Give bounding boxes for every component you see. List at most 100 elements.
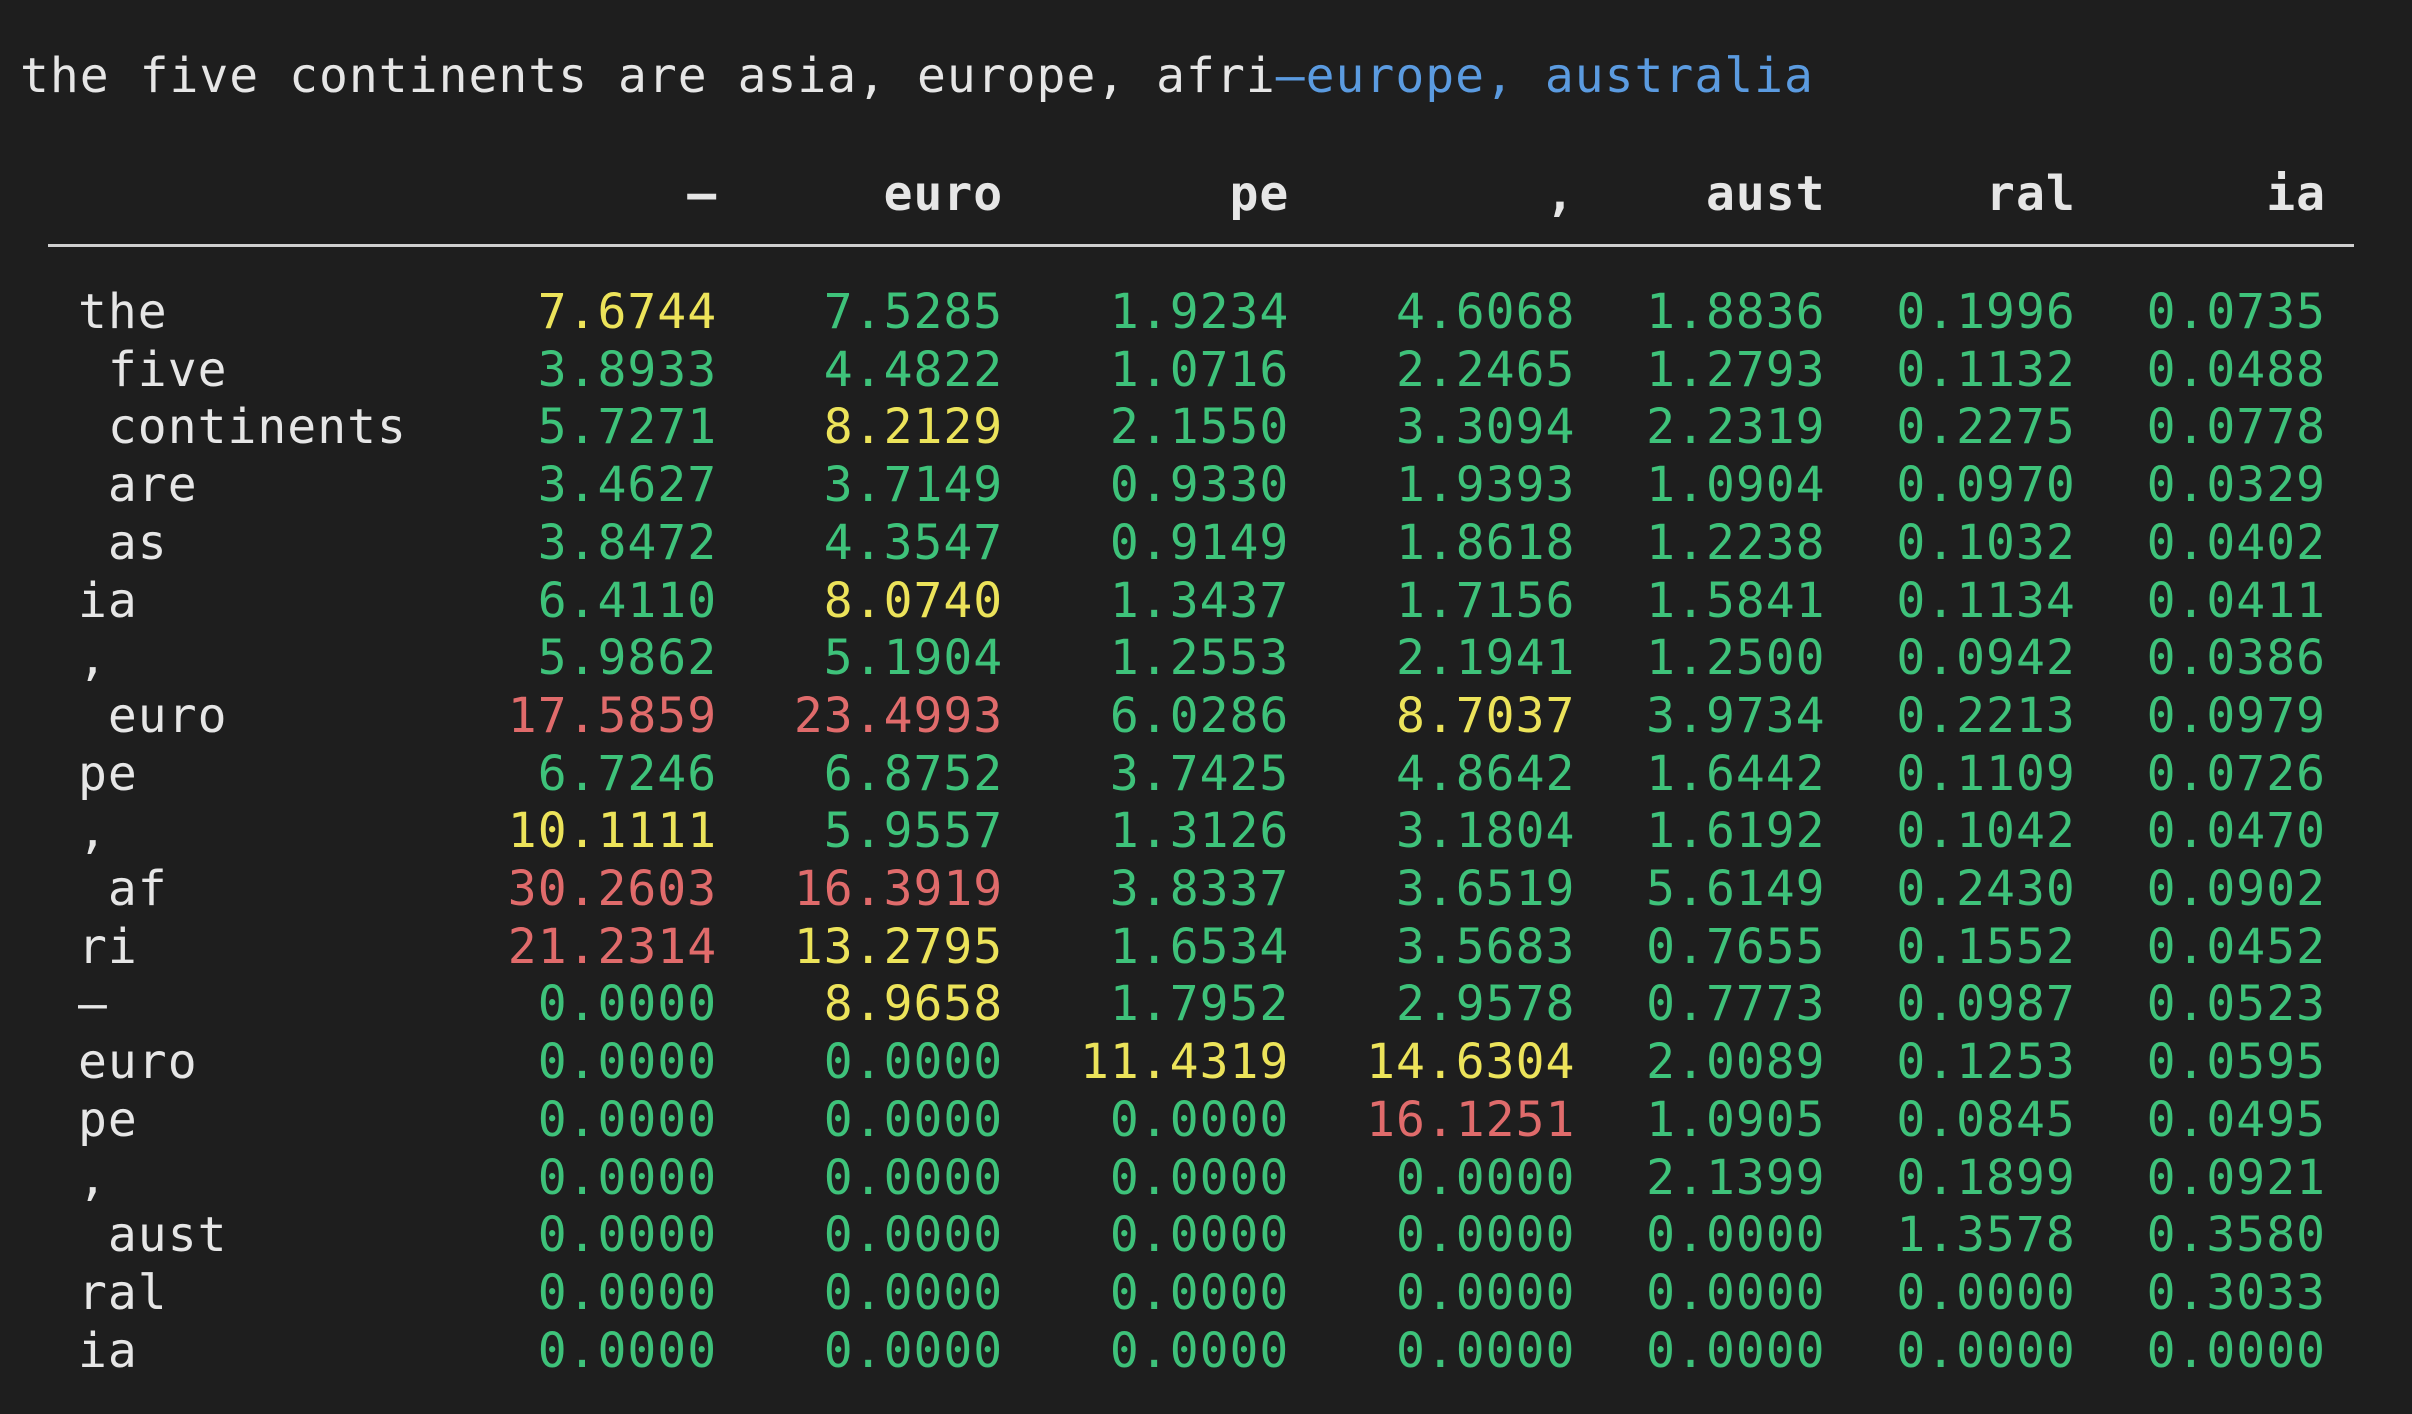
table-cell: 0.0000 <box>1109 1322 1290 1379</box>
row-token-label: are <box>78 457 198 514</box>
table-row: euro 17.5859 23.4993 6.0286 8.7037 3.9734 0.22… <box>48 688 2354 746</box>
table-cell: 8.9658 <box>823 976 1004 1033</box>
table-cell: 0.0000 <box>823 1207 1004 1264</box>
table-cell: 4.6068 <box>1395 284 1576 340</box>
row-token-label: , <box>78 630 108 687</box>
row-token-label: ral <box>78 1264 168 1321</box>
table-cell: 8.7037 <box>1395 687 1576 744</box>
table-cell: 0.0000 <box>1109 1264 1290 1321</box>
table-cell: 1.3578 <box>1896 1207 2076 1264</box>
table-cell: 0.0942 <box>1896 630 2076 687</box>
table-cell: 2.9578 <box>1395 976 1576 1033</box>
table-cell: 3.4627 <box>537 457 718 514</box>
table-cell: 0.0470 <box>2146 803 2326 860</box>
row-token-label: euro <box>78 687 228 744</box>
table-cell: 1.8836 <box>1646 284 1826 340</box>
table-cell: 2.1550 <box>1109 399 1290 456</box>
table-cell: 2.1941 <box>1395 630 1576 687</box>
table-cell: 11.4319 <box>1079 1034 1290 1091</box>
table-cell: 16.1251 <box>1366 1091 1576 1148</box>
table-cell: 0.7773 <box>1646 976 1826 1033</box>
header-divider <box>48 244 2354 247</box>
table-cell: 0.0000 <box>823 1149 1004 1206</box>
table-cell: 0.0000 <box>537 976 718 1033</box>
table-cell: 1.3126 <box>1109 803 1290 860</box>
row-token-label: continents <box>78 399 407 456</box>
row-token-label: the <box>78 284 168 340</box>
table-cell: 1.2793 <box>1646 341 1826 398</box>
table-cell: 0.1552 <box>1896 918 2076 975</box>
table-row: ia 0.0000 0.0000 0.0000 0.0000 0.0000 0.0000 0.… <box>48 1323 2354 1381</box>
column-header: — <box>687 166 718 222</box>
table-cell: 2.1399 <box>1646 1149 1826 1206</box>
table-cell: 1.6534 <box>1109 918 1290 975</box>
table-cell: 0.0000 <box>1395 1322 1576 1379</box>
table-cell: 0.9330 <box>1109 457 1290 514</box>
table-row: ral 0.0000 0.0000 0.0000 0.0000 0.0000 0.0000 0… <box>48 1265 2354 1323</box>
table-cell: 0.0979 <box>2146 687 2326 744</box>
table-cell: 8.0740 <box>823 572 1004 629</box>
column-header: pe <box>1229 166 1290 222</box>
table-cell: 0.1899 <box>1896 1149 2076 1206</box>
row-token-label: five <box>78 341 228 398</box>
table-cell: 1.0904 <box>1646 457 1826 514</box>
table-cell: 2.2465 <box>1395 341 1576 398</box>
table-cell: 0.0000 <box>1646 1322 1826 1379</box>
table-cell: 3.9734 <box>1646 687 1826 744</box>
table-cell: 0.0402 <box>2146 514 2326 571</box>
prompt-text: the five continents are asia, europe, af… <box>20 44 1814 108</box>
table-cell: 4.4822 <box>823 341 1004 398</box>
table-cell: 7.5285 <box>823 284 1004 340</box>
table-cell: 6.4110 <box>537 572 718 629</box>
table-cell: 0.0000 <box>1896 1264 2076 1321</box>
table-cell: 0.0000 <box>537 1264 718 1321</box>
table-cell: 0.3033 <box>2146 1264 2326 1321</box>
table-row: , 0.0000 0.0000 0.0000 0.0000 2.1399 0.1899 0.0… <box>48 1150 2354 1208</box>
table-row: continents 5.7271 8.2129 2.1550 3.3094 2.2319… <box>48 399 2354 457</box>
table-cell: 0.0000 <box>1395 1149 1576 1206</box>
corner-cell <box>48 160 459 244</box>
table-cell: 5.9557 <box>823 803 1004 860</box>
table-cell: 0.0902 <box>2146 861 2326 918</box>
table-cell: 14.6304 <box>1366 1034 1576 1091</box>
table-cell: 0.0411 <box>2146 572 2326 629</box>
table-cell: 0.0000 <box>823 1091 1004 1148</box>
table-cell: 1.9393 <box>1395 457 1576 514</box>
table-cell: 0.0000 <box>823 1034 1004 1091</box>
table-cell: 7.6744 <box>537 284 718 340</box>
column-header: ia <box>2266 166 2326 222</box>
row-token-label: ri <box>78 918 138 975</box>
table-cell: 0.0000 <box>1646 1264 1826 1321</box>
table-cell: 13.2795 <box>793 918 1004 975</box>
table-cell: 6.7246 <box>537 745 718 802</box>
table-cell: 0.0495 <box>2146 1091 2326 1148</box>
table-cell: 0.0000 <box>537 1034 718 1091</box>
matrix-body: the 7.6744 7.5285 1.9234 4.6068 1.8836 0.1996 0… <box>48 284 2354 1380</box>
table-cell: 1.7952 <box>1109 976 1290 1033</box>
row-token-label: as <box>78 514 168 571</box>
table-cell: 0.1042 <box>1896 803 2076 860</box>
prompt-plain-text: the five continents are asia, europe, af… <box>20 48 1276 104</box>
table-cell: 0.0000 <box>823 1264 1004 1321</box>
table-cell: 0.0000 <box>2146 1322 2326 1379</box>
row-token-label: , <box>78 803 108 860</box>
table-cell: 0.0595 <box>2146 1034 2326 1091</box>
table-cell: 1.2238 <box>1646 514 1826 571</box>
table-cell: 0.1109 <box>1896 745 2076 802</box>
table-cell: 1.2553 <box>1109 630 1290 687</box>
table-row: — 0.0000 8.9658 1.7952 2.9578 0.7773 0.0987 0.0… <box>48 976 2354 1034</box>
table-cell: 30.2603 <box>507 861 718 918</box>
table-cell: 8.2129 <box>823 399 1004 456</box>
table-cell: 0.1132 <box>1896 341 2076 398</box>
table-cell: 1.5841 <box>1646 572 1826 629</box>
table-cell: 0.0000 <box>537 1207 718 1264</box>
table-cell: 0.0523 <box>2146 976 2326 1033</box>
table-cell: 0.2430 <box>1896 861 2076 918</box>
table-cell: 21.2314 <box>507 918 718 975</box>
table-row: ri 21.2314 13.2795 1.6534 3.5683 0.7655 0.1552… <box>48 919 2354 977</box>
score-matrix-table: — euro pe , aust ral ia the 7.6744 7.5285 1… <box>48 160 2354 1380</box>
table-row: five 3.8933 4.4822 1.0716 2.2465 1.2793 0.1132… <box>48 342 2354 400</box>
table-row: are 3.4627 3.7149 0.9330 1.9393 1.0904 0.0970 0… <box>48 457 2354 515</box>
table-cell: 1.3437 <box>1109 572 1290 629</box>
table-cell: 0.2213 <box>1896 687 2076 744</box>
